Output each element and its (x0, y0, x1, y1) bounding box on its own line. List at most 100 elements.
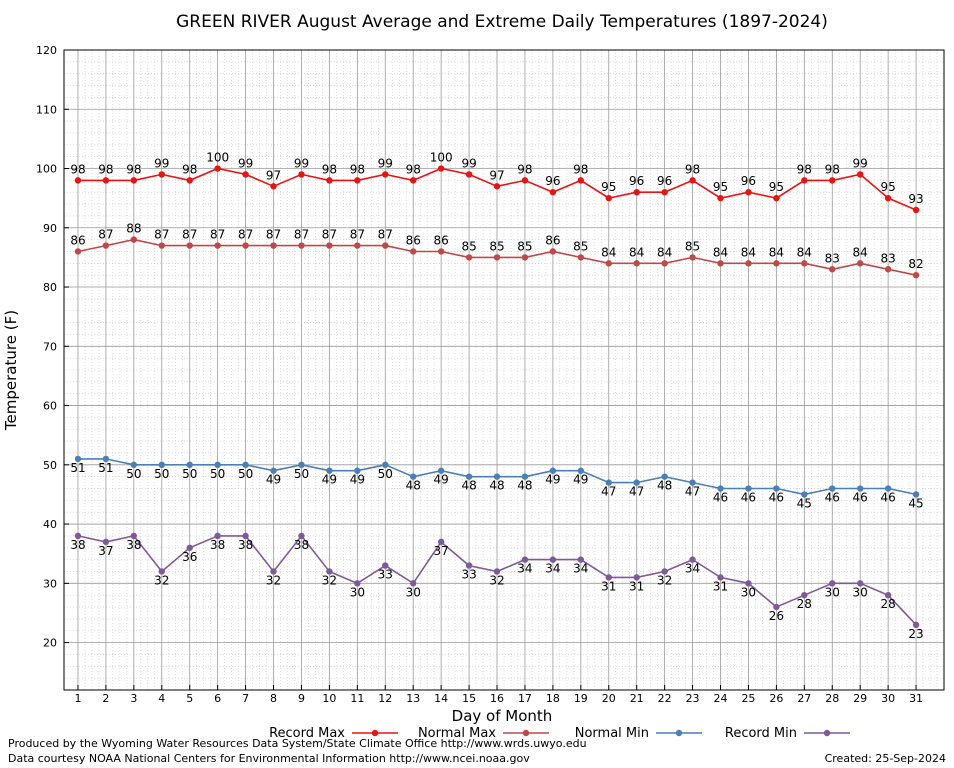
record-min-data-label: 23 (908, 627, 923, 641)
normal-max-data-label: 87 (238, 228, 253, 242)
normal-min-point (214, 461, 221, 469)
normal-max-data-label: 84 (629, 245, 644, 259)
normal-min-point (577, 467, 585, 474)
x-tick-label: 6 (214, 692, 221, 705)
legend-marker (522, 729, 530, 737)
record-min-data-label: 38 (126, 538, 141, 552)
series-record-min: 38 37 38 32 36 38 38 32 38 32 30 33 30 37 33 32 34 34 34 31… (70, 532, 924, 641)
record-max-point (158, 171, 165, 178)
x-tick-label: 16 (490, 692, 504, 705)
normal-min-point (884, 485, 892, 492)
legend-item-normal-max: Normal Max (418, 726, 549, 741)
record-max-point (661, 189, 668, 196)
record-min-point (661, 568, 668, 575)
normal-min-point (354, 467, 361, 474)
record-min-point (605, 574, 612, 581)
record-min-data-label: 32 (322, 573, 337, 587)
record-min-point (270, 568, 277, 575)
legend: Record Max Normal Max Normal Min Record Min (269, 726, 850, 741)
x-tick-label: 2 (102, 692, 109, 705)
y-tick-label: 30 (43, 577, 57, 590)
series-normal-min: 51 51 50 50 50 50 50 49 50 49 49 50 48 49 48 48 48 49 49 47… (70, 455, 924, 510)
normal-max-point (912, 271, 920, 279)
normal-min-point (745, 485, 752, 492)
record-max-point (549, 189, 557, 196)
normal-max-data-label: 87 (154, 228, 169, 242)
record-min-point (382, 562, 389, 569)
record-max-point (829, 177, 836, 184)
normal-min-point (829, 485, 836, 492)
normal-min-data-label: 49 (573, 473, 588, 487)
legend-item-record-max: Record Max (269, 726, 398, 741)
x-tick-label: 12 (378, 692, 392, 705)
normal-max-data-label: 87 (350, 228, 365, 242)
normal-max-data-label: 87 (322, 228, 337, 242)
normal-min-data-label: 50 (126, 467, 141, 481)
normal-max-data-label: 84 (853, 245, 868, 259)
record-max-data-label: 99 (238, 156, 253, 170)
normal-min-point (465, 473, 473, 480)
record-min-point (633, 574, 640, 581)
normal-max-point (382, 242, 389, 249)
record-min-point (884, 591, 892, 599)
record-max-data-label: 95 (713, 180, 728, 194)
record-min-point (437, 538, 445, 546)
normal-min-point (326, 467, 333, 474)
normal-min-data-label: 48 (657, 479, 672, 493)
record-max-data-label: 99 (154, 156, 169, 170)
normal-min-point (549, 467, 557, 474)
record-min-data-label: 38 (238, 538, 253, 552)
record-max-data-label: 98 (322, 162, 337, 176)
record-min-point (856, 580, 864, 587)
normal-max-point (633, 260, 640, 267)
record-min-data-label: 33 (378, 568, 393, 582)
y-tick-label: 40 (43, 518, 57, 531)
record-max-point (242, 171, 249, 178)
normal-min-point (633, 479, 640, 486)
normal-min-data-label: 48 (489, 479, 504, 493)
record-min-point (158, 568, 165, 575)
normal-max-data-label: 87 (210, 228, 225, 242)
x-tick-label: 21 (630, 692, 644, 705)
normal-max-point (493, 254, 501, 261)
normal-max-data-label: 85 (517, 239, 532, 253)
record-min-point (493, 568, 501, 575)
x-tick-label: 25 (741, 692, 755, 705)
legend-label: Normal Min (575, 726, 649, 741)
x-tick-label: 24 (714, 692, 728, 705)
normal-min-data-label: 46 (769, 491, 784, 505)
normal-min-data-label: 49 (545, 473, 560, 487)
record-min-data-label: 30 (825, 585, 840, 599)
x-tick-label: 3 (130, 692, 137, 705)
record-min-point (465, 562, 473, 569)
normal-min-point (298, 461, 305, 469)
record-min-data-label: 34 (573, 562, 588, 576)
normal-max-point (549, 248, 557, 255)
record-min-point (298, 532, 305, 540)
normal-max-data-label: 84 (713, 245, 728, 259)
normal-min-data-label: 49 (322, 473, 337, 487)
x-tick-label: 4 (158, 692, 165, 705)
record-max-data-label: 100 (206, 151, 229, 165)
record-max-data-label: 98 (350, 162, 365, 176)
normal-min-data-label: 50 (294, 467, 309, 481)
normal-min-point (605, 479, 612, 486)
normal-max-data-label: 84 (741, 245, 756, 259)
x-tick-label: 15 (462, 692, 476, 705)
normal-max-data-label: 83 (880, 251, 895, 265)
normal-max-data-label: 87 (98, 228, 113, 242)
record-max-data-label: 95 (880, 180, 895, 194)
record-max-data-label: 95 (769, 180, 784, 194)
x-tick-label: 31 (909, 692, 923, 705)
normal-max-data-label: 85 (489, 239, 504, 253)
record-max-point (773, 194, 780, 202)
record-min-data-label: 32 (489, 573, 504, 587)
normal-min-point (493, 473, 501, 480)
x-axis-label: Day of Month (452, 707, 553, 725)
normal-min-point (410, 473, 417, 480)
record-max-data-label: 98 (70, 162, 85, 176)
normal-max-point (661, 260, 668, 267)
record-max-point (801, 177, 808, 184)
x-tick-label: 22 (658, 692, 672, 705)
record-max-point (521, 177, 529, 184)
